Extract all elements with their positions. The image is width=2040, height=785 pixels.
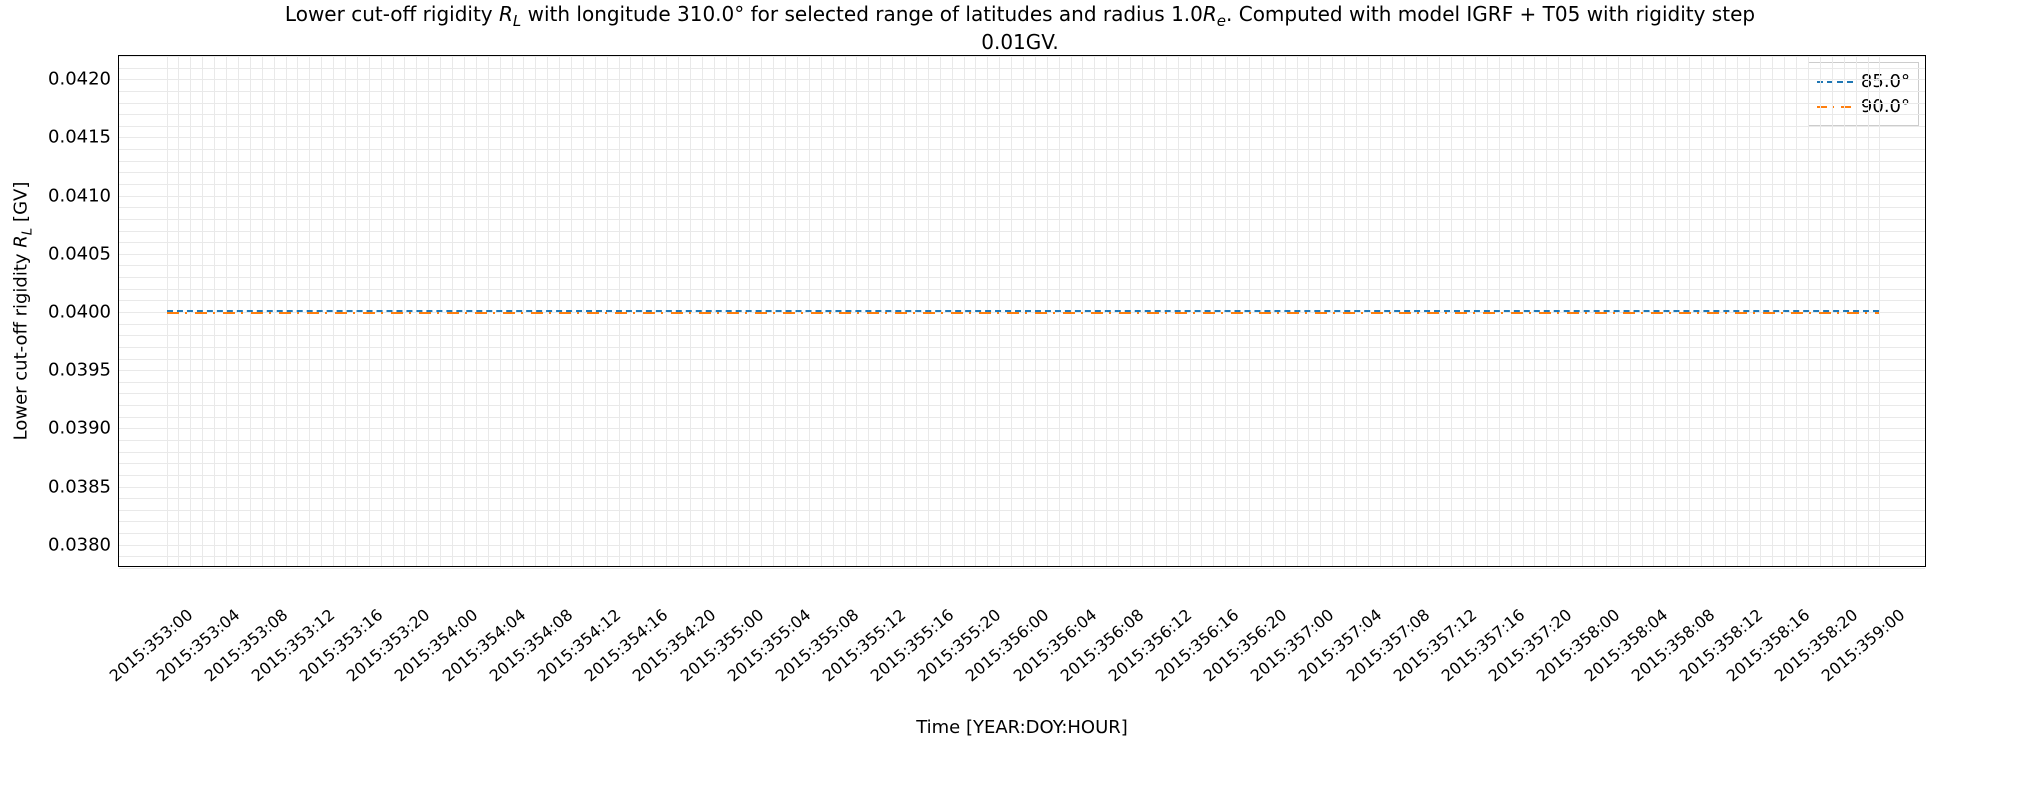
grid-line-v [1879, 56, 1880, 566]
title-text: . Computed with model IGRF + T05 with ri… [1226, 2, 1755, 26]
figure: Lower cut-off rigidity RL with longitude… [0, 0, 2040, 785]
title-symbol-r: R [499, 2, 513, 26]
title-text: Lower cut-off rigidity [285, 2, 499, 26]
grid-line-h [119, 568, 1925, 569]
chart-title-line1: Lower cut-off rigidity RL with longitude… [0, 2, 2040, 30]
y-axis-label-symbol: R [11, 235, 32, 248]
title-text: with longitude 310.0° for selected range… [521, 2, 1203, 26]
y-tick-label: 0.0405 [48, 243, 119, 264]
y-axis-label-unit: [GV] [11, 182, 32, 228]
chart-title-line2: 0.01GV. [0, 30, 2040, 54]
chart-title: Lower cut-off rigidity RL with longitude… [0, 2, 2040, 54]
y-axis-label-text: Lower cut-off rigidity [11, 248, 32, 441]
legend: 85.0°90.0° [1808, 62, 1919, 126]
y-tick-label: 0.0385 [48, 476, 119, 497]
y-tick-label: 0.0410 [48, 185, 119, 206]
title-symbol-r2: R [1203, 2, 1217, 26]
y-tick-label: 0.0395 [48, 360, 119, 381]
y-tick-label: 0.0415 [48, 127, 119, 148]
title-subscript-l: L [513, 12, 521, 30]
y-axis-label: Lower cut-off rigidity RL [GV] [11, 182, 36, 441]
y-axis-label-subscript: L [19, 228, 35, 236]
x-axis-label: Time [YEAR:DOY:HOUR] [916, 717, 1128, 738]
title-subscript-e: e [1217, 12, 1226, 30]
y-tick-label: 0.0390 [48, 418, 119, 439]
legend-swatch [1817, 106, 1853, 108]
y-tick-label: 0.0420 [48, 69, 119, 90]
series-line [167, 312, 1880, 314]
y-tick-label: 0.0400 [48, 302, 119, 323]
plot-area: 85.0°90.0° 0.03800.03850.03900.03950.040… [118, 55, 1926, 567]
y-tick-label: 0.0380 [48, 534, 119, 555]
legend-swatch [1817, 81, 1853, 83]
